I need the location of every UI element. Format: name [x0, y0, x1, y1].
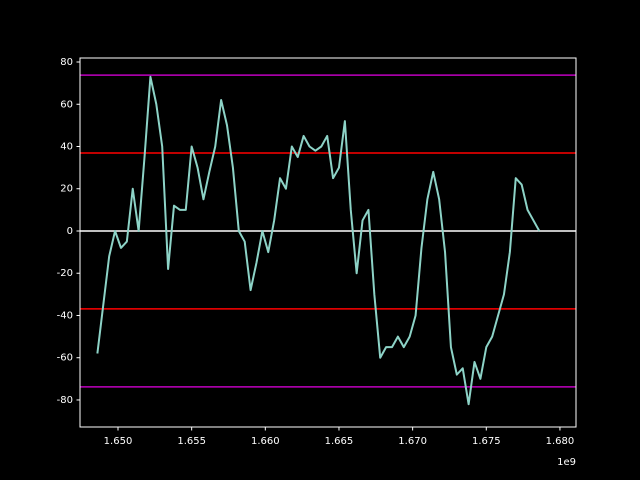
y-tick-label: 20	[60, 184, 73, 195]
y-tick-label: 0	[67, 226, 73, 237]
y-tick-label: -80	[57, 395, 73, 406]
x-tick-label: 1.665	[325, 436, 354, 447]
x-offset-label: 1e9	[557, 457, 576, 468]
x-tick-label: 1.650	[104, 436, 133, 447]
y-tick-label: -20	[57, 268, 73, 279]
y-tick-label: -60	[57, 353, 73, 364]
x-tick-label: 1.655	[177, 436, 206, 447]
x-tick-label: 1.680	[546, 436, 575, 447]
y-tick-label: 40	[60, 142, 73, 153]
x-tick-label: 1.675	[472, 436, 501, 447]
data-line	[96, 75, 541, 406]
x-tick-label: 1.670	[398, 436, 427, 447]
y-tick-label: 60	[60, 99, 73, 110]
y-tick-label: -40	[57, 310, 73, 321]
x-tick-label: 1.660	[251, 436, 280, 447]
y-tick-label: 80	[60, 57, 73, 68]
plot-frame	[79, 57, 577, 428]
